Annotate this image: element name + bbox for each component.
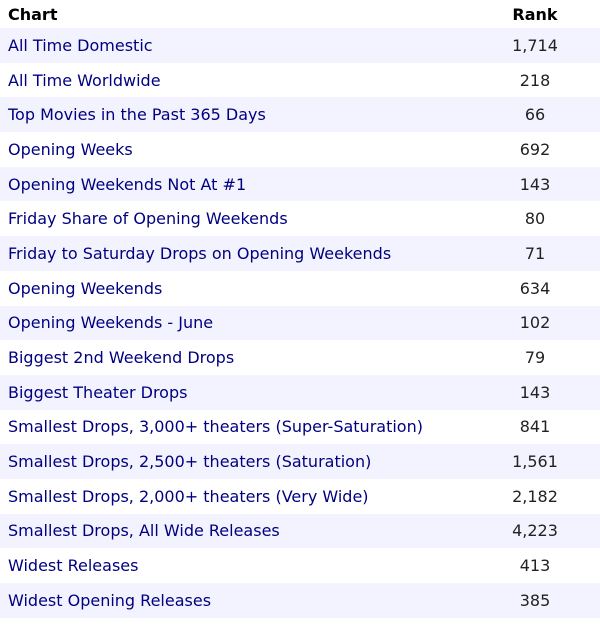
rank-value: 102 bbox=[470, 305, 600, 341]
chart-link[interactable]: Widest Opening Releases bbox=[0, 583, 470, 618]
rank-value: 66 bbox=[470, 97, 600, 133]
table-row: Top Movies in the Past 365 Days 66 bbox=[0, 97, 600, 133]
chart-link[interactable]: Smallest Drops, 3,000+ theaters (Super-S… bbox=[0, 409, 470, 445]
rank-value: 1,561 bbox=[470, 444, 600, 479]
chart-link[interactable]: Smallest Drops, 2,500+ theaters (Saturat… bbox=[0, 444, 470, 479]
chart-link[interactable]: Widest Releases bbox=[0, 548, 470, 583]
table-row: Smallest Drops, All Wide Releases 4,223 bbox=[0, 513, 600, 549]
rank-value: 143 bbox=[470, 374, 600, 410]
table-row: Smallest Drops, 2,000+ theaters (Very Wi… bbox=[0, 478, 600, 514]
rank-value: 1,714 bbox=[470, 28, 600, 63]
header-rank: Rank bbox=[512, 4, 558, 24]
chart-link[interactable]: Opening Weekends - June bbox=[0, 305, 470, 341]
chart-link[interactable]: Opening Weekends Not At #1 bbox=[0, 166, 470, 202]
rank-value: 218 bbox=[470, 62, 600, 98]
chart-link[interactable]: Smallest Drops, All Wide Releases bbox=[0, 513, 470, 549]
table-row: Biggest 2nd Weekend Drops 79 bbox=[0, 340, 600, 375]
table-row: Opening Weeks 692 bbox=[0, 132, 600, 167]
table-row: Opening Weekends Not At #1 143 bbox=[0, 166, 600, 202]
rank-value: 385 bbox=[470, 583, 600, 618]
header-chart: Chart bbox=[8, 4, 58, 24]
chart-link[interactable]: All Time Domestic bbox=[0, 28, 470, 63]
table-row: Friday to Saturday Drops on Opening Week… bbox=[0, 236, 600, 271]
table-row: Smallest Drops, 2,500+ theaters (Saturat… bbox=[0, 444, 600, 479]
rank-value: 80 bbox=[470, 201, 600, 237]
chart-link[interactable]: Top Movies in the Past 365 Days bbox=[0, 97, 470, 133]
rank-value: 841 bbox=[470, 409, 600, 445]
table-header-row: Chart Rank bbox=[0, 0, 600, 28]
rank-value: 2,182 bbox=[470, 478, 600, 514]
rank-value: 79 bbox=[470, 340, 600, 375]
rank-value: 71 bbox=[470, 236, 600, 271]
table-row: All Time Domestic 1,714 bbox=[0, 28, 600, 63]
chart-link[interactable]: All Time Worldwide bbox=[0, 62, 470, 98]
table-row: Biggest Theater Drops 143 bbox=[0, 374, 600, 410]
table-row: Opening Weekends - June 102 bbox=[0, 305, 600, 341]
table-row: All Time Worldwide 218 bbox=[0, 62, 600, 98]
chart-link[interactable]: Biggest 2nd Weekend Drops bbox=[0, 340, 470, 375]
table-row: Widest Opening Releases 385 bbox=[0, 583, 600, 618]
table-row: Friday Share of Opening Weekends 80 bbox=[0, 201, 600, 237]
chart-link[interactable]: Opening Weekends bbox=[0, 270, 470, 306]
table-row: Opening Weekends 634 bbox=[0, 270, 600, 306]
chart-link[interactable]: Smallest Drops, 2,000+ theaters (Very Wi… bbox=[0, 478, 470, 514]
rank-value: 4,223 bbox=[470, 513, 600, 549]
rank-value: 143 bbox=[470, 166, 600, 202]
table-row: Widest Releases 413 bbox=[0, 548, 600, 583]
rank-value: 634 bbox=[470, 270, 600, 306]
chart-link[interactable]: Opening Weeks bbox=[0, 132, 470, 167]
rank-value: 413 bbox=[470, 548, 600, 583]
table-row: Smallest Drops, 3,000+ theaters (Super-S… bbox=[0, 409, 600, 445]
rank-value: 692 bbox=[470, 132, 600, 167]
chart-link[interactable]: Biggest Theater Drops bbox=[0, 374, 470, 410]
chart-link[interactable]: Friday Share of Opening Weekends bbox=[0, 201, 470, 237]
chart-link[interactable]: Friday to Saturday Drops on Opening Week… bbox=[0, 236, 470, 271]
